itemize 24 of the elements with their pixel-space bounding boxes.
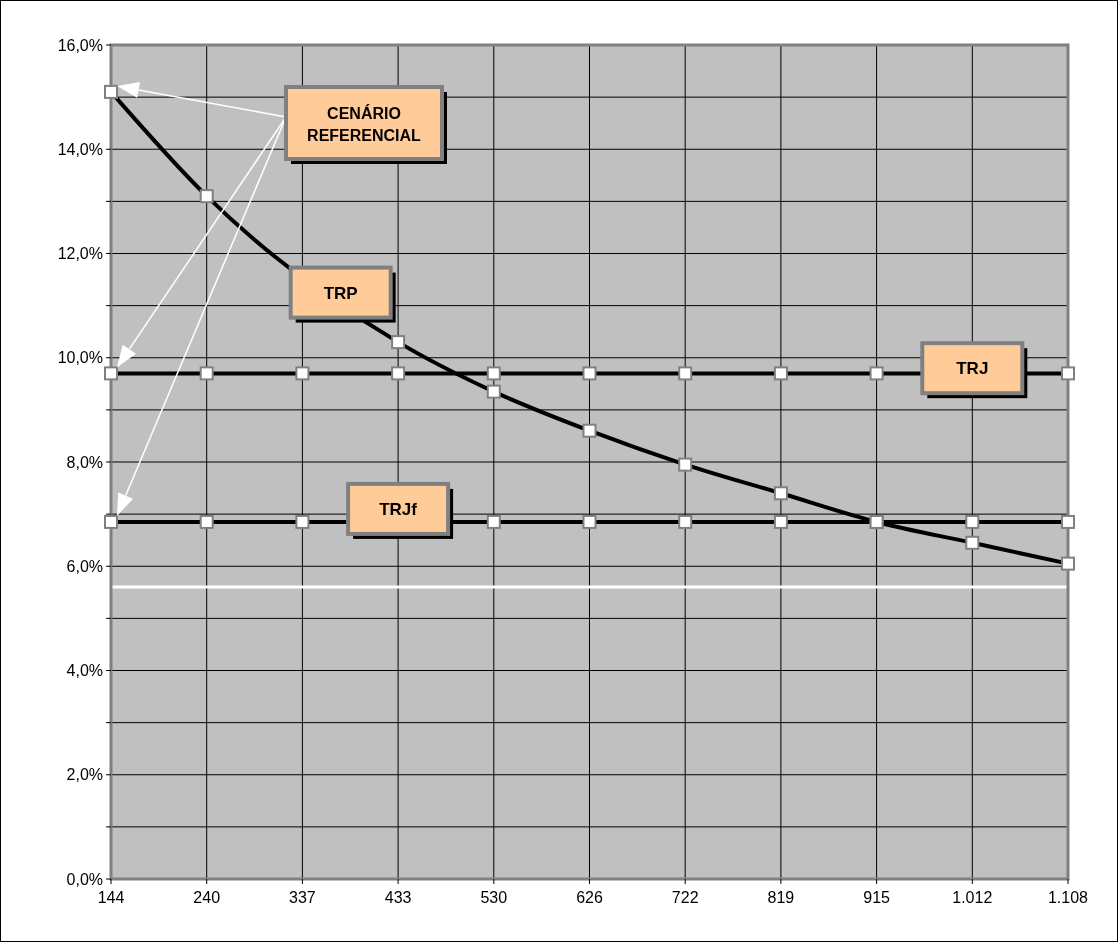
x-tick-label: 337: [289, 889, 316, 906]
x-tick-label: 1.012: [952, 889, 993, 906]
y-tick-label: 10,0%: [57, 349, 103, 367]
series-label: TRJf: [379, 499, 418, 519]
x-tick-label: 819: [767, 889, 795, 906]
x-tick-label: 530: [480, 889, 508, 906]
x-tick-label: 433: [384, 889, 412, 906]
x-tick-label: 240: [193, 889, 221, 906]
y-tick-label: 16,0%: [57, 36, 103, 54]
x-tick-label: 626: [576, 889, 603, 906]
y-tick-label: 12,0%: [57, 245, 103, 263]
y-tick-label: 2,0%: [66, 766, 103, 784]
annotation: CENÁRIO REFERENCIAL: [307, 103, 422, 144]
x-tick-label: 1.108: [1047, 889, 1089, 906]
series-label: TRJ: [956, 359, 989, 379]
x-tick-label: 144: [97, 889, 125, 906]
series-label: TRP: [323, 283, 358, 303]
y-tick-label: 4,0%: [66, 662, 103, 680]
y-tick-label: 0,0%: [66, 870, 103, 888]
y-tick-label: 14,0%: [57, 140, 103, 158]
y-tick-label: 6,0%: [66, 557, 103, 575]
x-tick-label: 915: [863, 889, 891, 906]
y-tick-label: 8,0%: [66, 453, 103, 471]
x-tick-label: 722: [671, 889, 699, 906]
